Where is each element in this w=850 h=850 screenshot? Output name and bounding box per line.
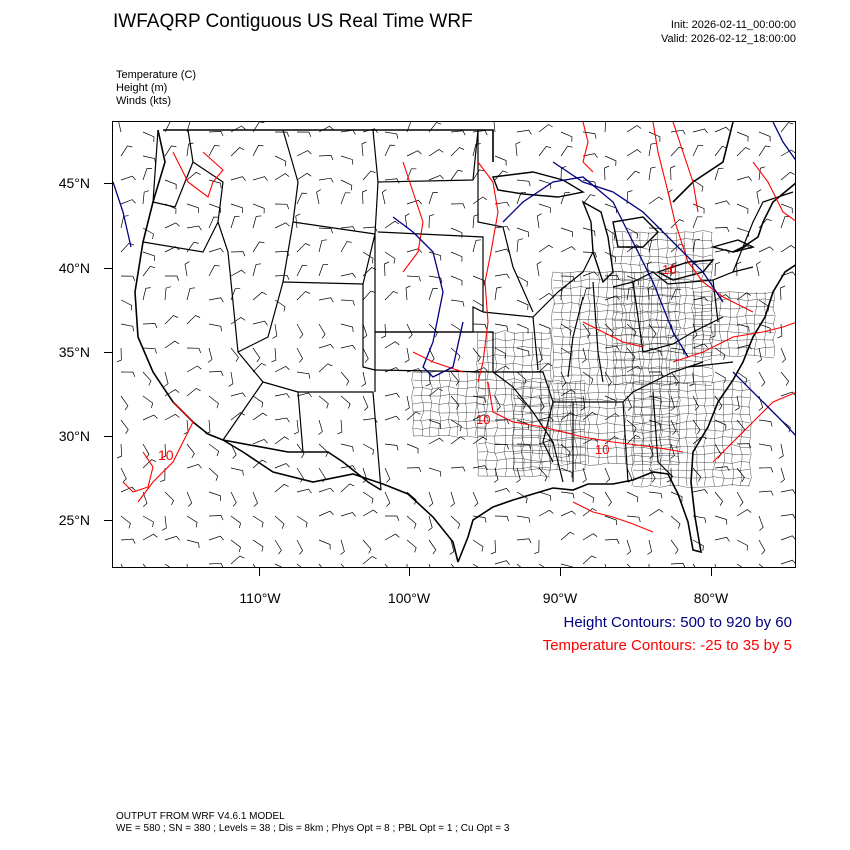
great-lakes <box>492 171 756 284</box>
lat-tick <box>104 436 112 437</box>
lon-tick <box>711 568 712 576</box>
lon-label-80w: 80°W <box>693 590 729 606</box>
lon-tick <box>560 568 561 576</box>
lat-label-40n: 40°N <box>58 260 90 276</box>
contour-label: 10 <box>158 447 174 463</box>
lat-tick <box>104 520 112 521</box>
lat-tick <box>104 352 112 353</box>
valid-time: Valid: 2026-02-12_18:00:00 <box>661 33 796 45</box>
lon-label-110w: 110°W <box>239 590 281 606</box>
map-canvas <box>113 122 795 567</box>
model-info-line2: WE = 580 ; SN = 380 ; Levels = 38 ; Dis … <box>116 823 510 834</box>
lat-tick <box>104 268 112 269</box>
field-height-label: Height (m) <box>116 82 168 94</box>
lat-tick <box>104 183 112 184</box>
canada-border <box>163 122 734 203</box>
height-contours-legend: Height Contours: 500 to 920 by 60 <box>563 614 793 631</box>
county-lines <box>411 230 776 488</box>
init-time: Init: 2026-02-11_00:00:00 <box>670 19 796 31</box>
lon-tick <box>259 568 260 576</box>
lat-label-35n: 35°N <box>58 344 90 360</box>
mexico-border <box>222 439 382 491</box>
temperature-contours-legend: Temperature Contours: -25 to 35 by 5 <box>542 637 792 654</box>
field-temperature-label: Temperature (C) <box>116 69 197 81</box>
map-panel <box>112 121 796 568</box>
height-contours <box>113 122 795 436</box>
contour-label: 10 <box>476 412 491 427</box>
wind-barbs <box>116 122 795 567</box>
lon-tick <box>409 568 410 576</box>
temperature-contours <box>122 122 795 533</box>
lon-label-90w: 90°W <box>542 590 578 606</box>
us-coastline <box>134 129 795 563</box>
plot-title: IWFAQRP Contiguous US Real Time WRF <box>113 11 473 32</box>
state-boundaries <box>142 129 794 491</box>
contour-label: 10 <box>662 262 677 277</box>
field-winds-label: Winds (kts) <box>116 95 171 107</box>
lat-label-25n: 25°N <box>58 512 90 528</box>
lon-label-100w: 100°W <box>387 590 431 606</box>
lat-label-30n: 30°N <box>58 428 90 444</box>
lat-label-45n: 45°N <box>58 175 90 191</box>
contour-label: 10 <box>595 442 610 457</box>
model-info-line1: OUTPUT FROM WRF V4.6.1 MODEL <box>116 811 285 822</box>
